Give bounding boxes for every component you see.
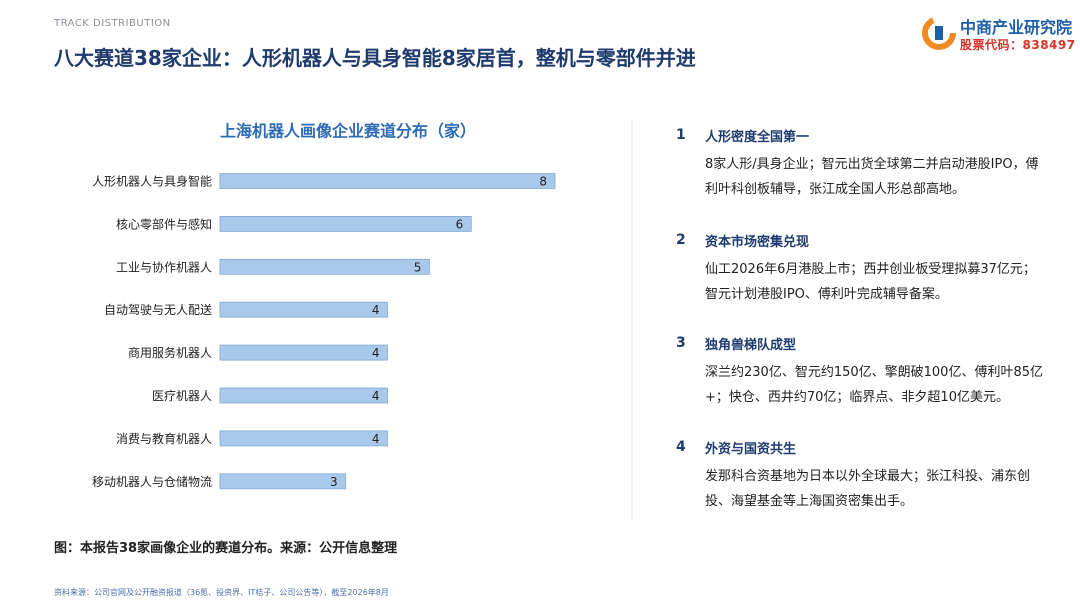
logo-block <box>935 26 943 40</box>
bar <box>219 301 388 318</box>
point-item: 3 独角兽梯队成型深兰约230亿、智元约150亿、擎朗破100亿、傅利叶85亿+；… <box>676 335 1046 410</box>
point-number: 3 <box>676 335 686 351</box>
bar <box>219 344 388 361</box>
category-label: 核心零部件与感知 <box>116 216 212 231</box>
logo-stock: 股票代码：838497 <box>960 38 1076 52</box>
chart-title: 上海机器人画像企业赛道分布（家） <box>220 122 476 141</box>
bar <box>219 430 388 447</box>
category-label: 医疗机器人 <box>152 389 212 403</box>
point-body: 仙工2026年6月港股上市；西井创业板受理拟募37亿元；智元计划港股IPO、傅利… <box>705 262 1036 302</box>
logo-icon <box>922 16 956 50</box>
bar <box>219 173 556 189</box>
point-number: 2 <box>676 232 686 248</box>
point-body: 发那科合资基地为日本以外全球最大；张江科投、浦东创投、海望基金等上海国资密集出手… <box>705 469 1031 509</box>
bar <box>219 387 388 404</box>
data-label: 4 <box>372 346 380 360</box>
source-note: 资料来源：公司官网及公开融资报道（36氪、投资界、IT桔子、公司公告等），截至2… <box>54 588 389 597</box>
point-item: 2 资本市场密集兑现仙工2026年6月港股上市；西井创业板受理拟募37亿元；智元计… <box>676 232 1046 307</box>
bar <box>219 258 430 275</box>
point-heading: 外资与国资共生 <box>705 442 797 457</box>
logo-name: 中商产业研究院 <box>960 18 1073 37</box>
category-label: 商用服务机器人 <box>128 345 212 360</box>
data-label: 4 <box>372 432 380 446</box>
point-heading: 独角兽梯队成型 <box>705 338 797 353</box>
chart: 上海机器人画像企业赛道分布（家） 人形机器人与具身智能 8 核心零部件与感知 6 工业与… <box>92 120 633 520</box>
data-label: 3 <box>330 475 338 489</box>
data-label: 4 <box>372 303 380 317</box>
logo-ring <box>922 16 956 50</box>
point-item: 4 外资与国资共生发那科合资基地为日本以外全球最大；张江科投、浦东创投、海望基金等… <box>676 439 1046 514</box>
category-label: 人形机器人与具身智能 <box>92 174 212 189</box>
category-label: 工业与协作机器人 <box>116 259 212 274</box>
category-label: 消费与教育机器人 <box>116 431 212 446</box>
point-body: 深兰约230亿、智元约150亿、擎朗破100亿、傅利叶85亿+；快仓、西井约70… <box>705 365 1043 405</box>
data-label: 6 <box>456 217 464 231</box>
bar <box>219 215 472 232</box>
caption: 图：本报告38家画像企业的赛道分布。来源：公开信息整理 <box>54 541 398 556</box>
point-item: 1 人形密度全国第一 8家人形/具身企业；智元出货全球第二并启动港股IPO，傅利叶科… <box>676 127 1046 202</box>
category-label: 自动驾驶与无人配送 <box>104 302 212 317</box>
slide-title: 八大赛道38家企业：人形机器人与具身智能8家居首，整机与零部件并进 <box>54 46 696 70</box>
category-label: 移动机器人与仓储物流 <box>92 474 212 489</box>
kicker: TRACK DISTRIBUTION <box>54 18 171 29</box>
data-label: 8 <box>539 175 547 189</box>
point-heading: 资本市场密集兑现 <box>705 235 810 250</box>
bar <box>219 473 347 490</box>
point-number: 4 <box>676 439 686 455</box>
point-heading: 人形密度全国第一 <box>705 130 810 145</box>
data-label: 4 <box>372 389 380 403</box>
data-label: 5 <box>414 260 422 274</box>
point-number: 1 <box>676 127 686 143</box>
point-body: 8家人形/具身企业；智元出货全球第二并启动港股IPO，傅利叶科创板辅导，张江成全… <box>705 157 1039 197</box>
